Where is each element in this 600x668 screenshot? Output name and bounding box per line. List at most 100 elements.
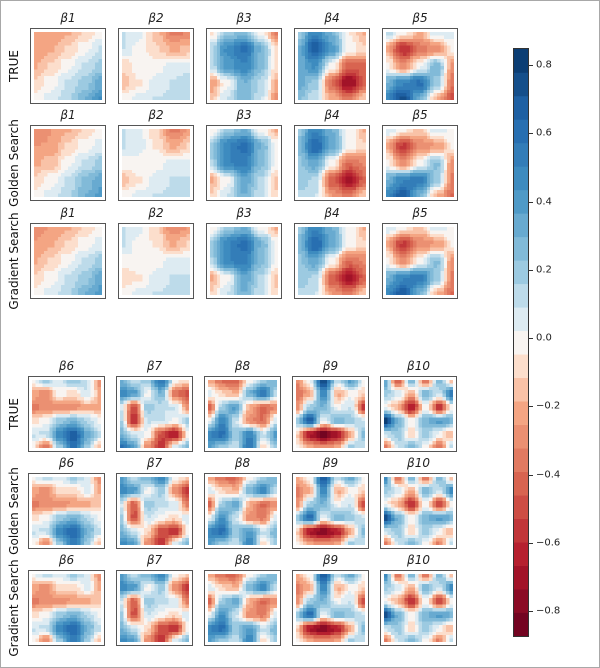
heatmap-cell bbox=[359, 159, 363, 164]
heatmap-cell bbox=[186, 244, 190, 248]
heatmap-cell bbox=[34, 52, 38, 56]
heatmap-cell bbox=[125, 291, 129, 295]
heatmap-cell bbox=[57, 288, 62, 292]
heatmap-cell bbox=[216, 183, 221, 187]
heatmap-cell bbox=[321, 52, 326, 56]
heatmap-cell bbox=[399, 183, 404, 187]
heatmap-cell bbox=[210, 76, 214, 80]
heatmap-cell bbox=[37, 176, 41, 181]
heatmap-cell bbox=[156, 230, 160, 234]
heatmap-cell bbox=[34, 237, 38, 241]
heatmap-cell bbox=[355, 166, 360, 170]
heatmap-cell bbox=[74, 55, 79, 60]
heatmap-cell bbox=[244, 86, 248, 90]
heatmap-cell bbox=[308, 180, 312, 184]
heatmap-cell bbox=[315, 132, 319, 136]
heatmap-cell bbox=[166, 284, 170, 289]
heatmap-cell bbox=[430, 186, 434, 191]
heatmap-cell bbox=[250, 62, 255, 67]
heatmap-cell bbox=[61, 76, 65, 80]
heatmap-cell bbox=[440, 156, 444, 160]
heatmap-cell bbox=[298, 132, 302, 136]
heatmap-cell bbox=[68, 274, 72, 279]
heatmap-cell bbox=[216, 186, 221, 191]
heatmap-cell bbox=[142, 250, 146, 255]
heatmap-cell bbox=[37, 180, 41, 184]
heatmap-cell bbox=[409, 186, 414, 191]
heatmap-cell bbox=[274, 83, 278, 87]
heatmap-cell bbox=[450, 176, 454, 181]
heatmap-cell bbox=[145, 156, 150, 160]
heatmap-cell bbox=[179, 284, 184, 289]
heatmap-cell bbox=[443, 62, 448, 67]
heatmap-cell bbox=[61, 190, 65, 194]
heatmap-cell bbox=[321, 193, 326, 197]
heatmap-cell bbox=[220, 35, 224, 39]
heatmap-cell bbox=[362, 159, 366, 164]
heatmap-cell bbox=[257, 66, 262, 70]
heatmap-cell bbox=[173, 240, 177, 245]
heatmap-cell bbox=[216, 152, 221, 157]
heatmap-cell bbox=[88, 142, 92, 147]
heatmap-cell bbox=[237, 190, 241, 194]
heatmap-cell bbox=[230, 35, 234, 39]
heatmap-cell bbox=[149, 274, 153, 279]
heatmap-cell bbox=[210, 129, 214, 133]
heatmap-cell bbox=[152, 233, 157, 238]
heatmap-cell bbox=[261, 62, 265, 67]
heatmap-cell bbox=[409, 76, 414, 80]
heatmap-cell bbox=[426, 193, 431, 197]
heatmap-cell bbox=[440, 139, 444, 143]
heatmap-cell bbox=[88, 38, 92, 43]
heatmap-cell bbox=[57, 240, 62, 245]
heatmap-cell bbox=[396, 142, 400, 147]
heatmap-cell bbox=[304, 69, 309, 73]
heatmap-cell bbox=[128, 271, 133, 275]
heatmap-cell bbox=[78, 284, 82, 289]
heatmap-cell bbox=[64, 291, 69, 295]
heatmap-cell bbox=[338, 89, 343, 94]
heatmap-cell bbox=[152, 244, 157, 248]
heatmap-cell bbox=[392, 49, 397, 53]
heatmap-cell bbox=[169, 35, 174, 39]
heatmap-cell bbox=[51, 240, 55, 245]
heatmap-cell bbox=[399, 135, 404, 140]
heatmap-cell bbox=[443, 96, 448, 100]
heatmap-cell bbox=[210, 180, 214, 184]
heatmap-cell bbox=[233, 190, 238, 194]
heatmap-cell bbox=[57, 257, 62, 262]
heatmap-cell bbox=[68, 129, 72, 133]
heatmap-cell bbox=[274, 227, 278, 231]
heatmap-cell bbox=[213, 193, 217, 197]
heatmap-cell bbox=[159, 291, 163, 295]
heatmap-cell bbox=[247, 183, 251, 187]
heatmap-cell bbox=[152, 274, 157, 279]
heatmap-cell bbox=[44, 42, 48, 46]
heatmap-cell bbox=[355, 190, 360, 194]
heatmap-cell bbox=[91, 237, 96, 241]
heatmap-cell bbox=[406, 76, 410, 80]
heatmap-cell bbox=[213, 183, 217, 187]
heatmap-cell bbox=[325, 159, 329, 164]
heatmap-cell bbox=[166, 55, 170, 60]
heatmap-cell bbox=[257, 163, 262, 167]
heatmap-cell bbox=[247, 176, 251, 181]
heatmap-cell bbox=[328, 76, 333, 80]
heatmap-cell bbox=[54, 149, 58, 153]
heatmap-cell bbox=[74, 237, 79, 241]
heatmap-cell bbox=[332, 86, 336, 90]
heatmap-cell bbox=[98, 281, 102, 285]
heatmap-cell bbox=[396, 35, 400, 39]
heatmap-cell bbox=[152, 66, 157, 70]
heatmap-cell bbox=[227, 163, 231, 167]
heatmap-cell bbox=[125, 261, 129, 265]
heatmap-cell bbox=[162, 271, 167, 275]
heatmap-cell bbox=[301, 163, 305, 167]
heatmap-cell bbox=[152, 89, 157, 94]
heatmap-cell bbox=[433, 152, 438, 157]
heatmap-cell bbox=[122, 55, 126, 60]
heatmap-cell bbox=[61, 186, 65, 191]
heatmap-cell bbox=[247, 139, 251, 143]
heatmap-cell bbox=[355, 169, 360, 174]
heatmap-cell bbox=[362, 42, 366, 46]
